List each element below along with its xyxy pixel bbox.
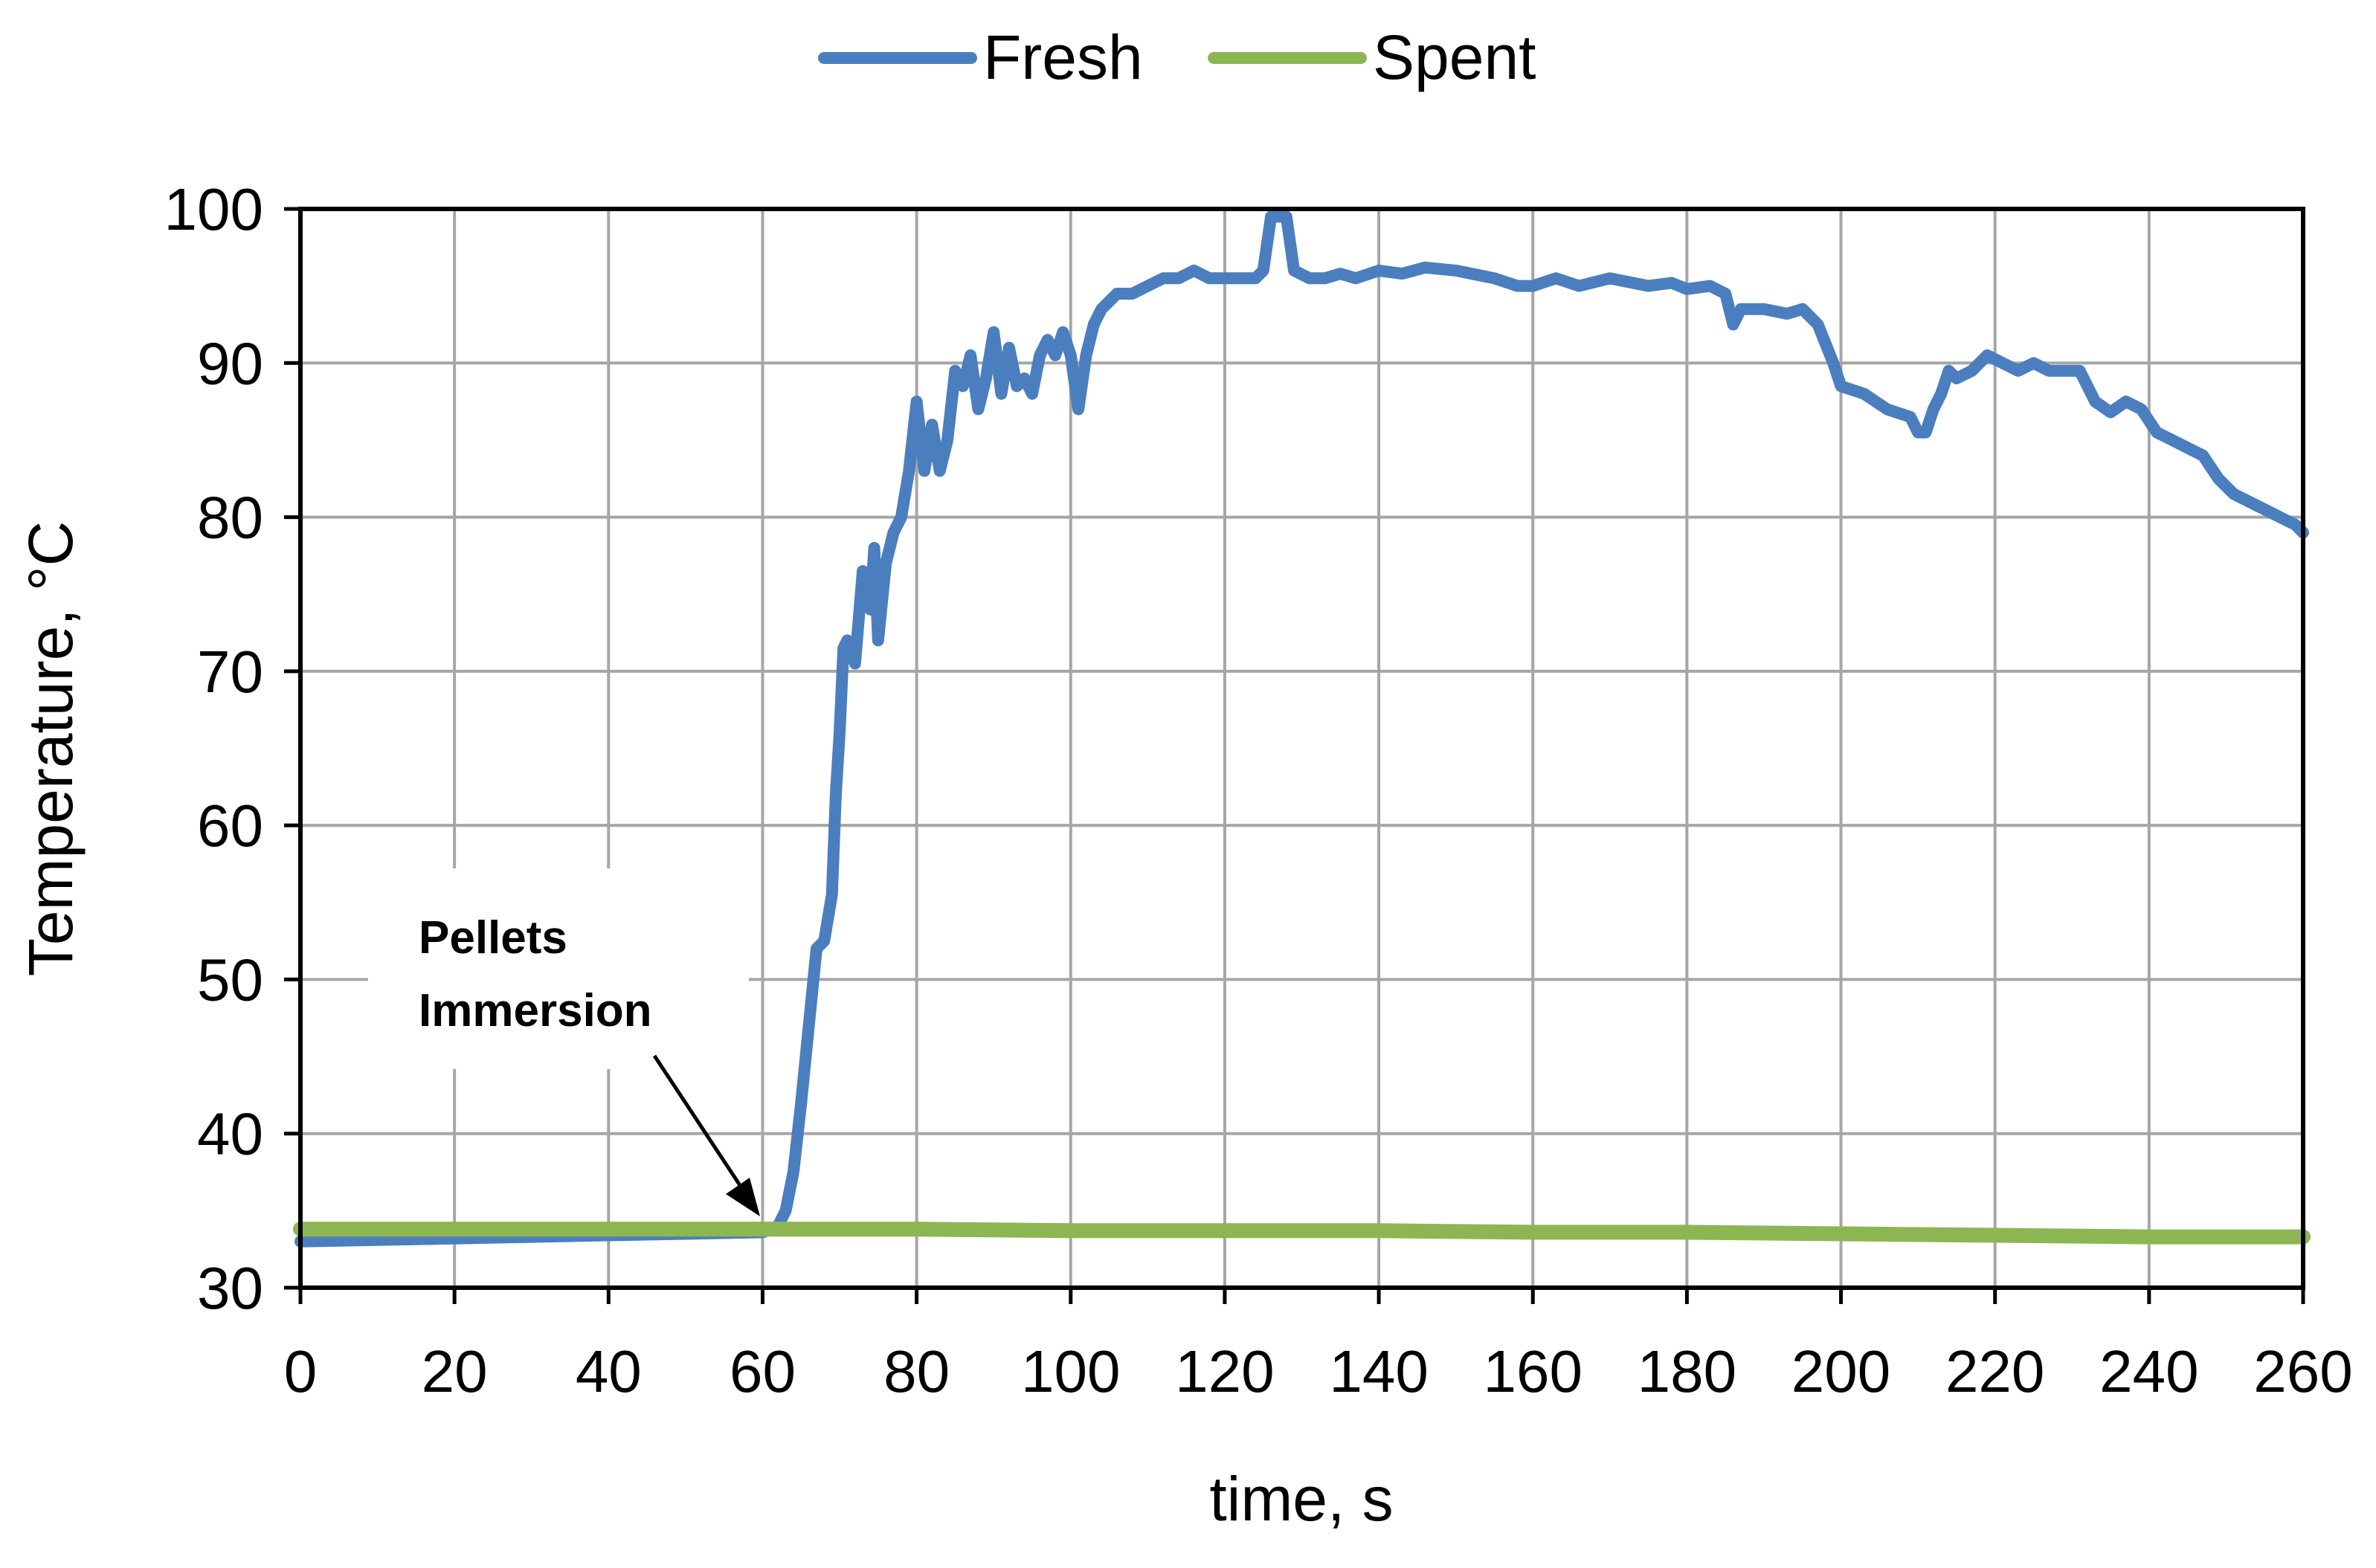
y-tick-label: 70 bbox=[197, 639, 263, 705]
x-tick-label: 20 bbox=[422, 1338, 488, 1404]
legend: Fresh Spent bbox=[818, 22, 1536, 92]
annotation: Pellets Immersion bbox=[368, 868, 760, 1216]
x-tick-label: 80 bbox=[883, 1338, 950, 1404]
x-tick-label: 120 bbox=[1175, 1338, 1274, 1404]
x-tick-label: 200 bbox=[1791, 1338, 1890, 1404]
series-line-fresh bbox=[294, 210, 2309, 1248]
y-tick-label: 60 bbox=[197, 793, 263, 859]
y-tick-label: 90 bbox=[197, 330, 263, 396]
x-tick-label: 180 bbox=[1638, 1338, 1736, 1404]
legend-label-fresh: Fresh bbox=[983, 22, 1143, 92]
x-tick-label: 100 bbox=[1021, 1338, 1120, 1404]
annotation-line-2: Immersion bbox=[419, 985, 652, 1036]
series-line-spent bbox=[293, 1222, 2311, 1245]
y-tick-label: 80 bbox=[197, 485, 263, 551]
y-tick-label: 100 bbox=[164, 176, 263, 242]
plot-series bbox=[293, 210, 2311, 1248]
plot-frame bbox=[298, 207, 2305, 1290]
x-tick-label: 160 bbox=[1483, 1338, 1582, 1404]
x-tick-label: 240 bbox=[2099, 1338, 2198, 1404]
y-tick-label: 40 bbox=[197, 1101, 263, 1167]
x-tick-label: 60 bbox=[730, 1338, 796, 1404]
x-tick-label: 140 bbox=[1329, 1338, 1428, 1404]
y-tick-label: 30 bbox=[197, 1255, 263, 1321]
x-tick-label: 220 bbox=[1945, 1338, 2044, 1404]
annotation-line-1: Pellets bbox=[419, 912, 567, 964]
x-axis-title: time, s bbox=[1209, 1464, 1393, 1534]
annotation-arrow bbox=[652, 1054, 755, 1206]
x-tick-label: 0 bbox=[284, 1338, 318, 1404]
y-tick-label: 50 bbox=[197, 946, 263, 1013]
legend-label-spent: Spent bbox=[1373, 22, 1536, 92]
annotation-arrowhead bbox=[726, 1178, 760, 1216]
axis-ticks: 0 20 40 60 80 100 120 140 160 180 200 220 240 260 30 40… bbox=[164, 176, 2353, 1404]
y-axis-title: Temperature, °C bbox=[16, 521, 86, 977]
x-tick-label: 40 bbox=[576, 1338, 642, 1404]
x-tick-label: 260 bbox=[2253, 1338, 2352, 1404]
gridlines bbox=[300, 209, 2303, 1288]
